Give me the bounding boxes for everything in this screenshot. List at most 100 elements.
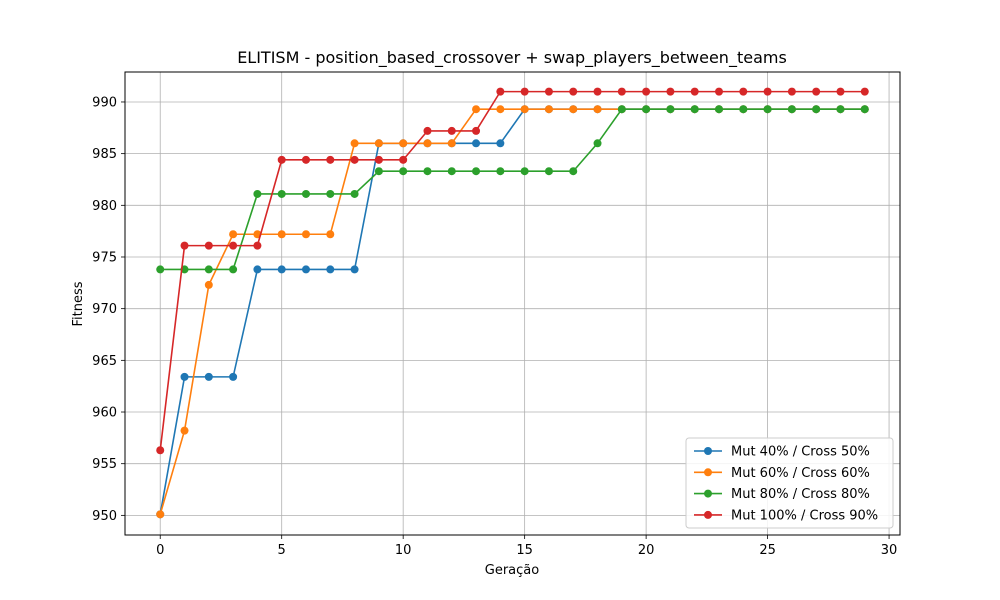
data-point [156,446,165,455]
series-3 [156,105,869,274]
data-point [836,105,845,114]
data-point [350,155,359,164]
data-point [180,241,189,250]
data-point [204,372,213,381]
data-point [836,87,845,96]
data-point [180,426,189,435]
data-point [812,87,821,96]
data-point [472,105,481,114]
data-point [447,139,456,148]
data-point [812,105,821,114]
legend-marker [704,510,712,519]
data-point [423,139,432,148]
legend-item: Mut 60% / Cross 60% [694,466,870,481]
data-point [569,167,578,176]
y-tick-label: 970 [92,302,117,317]
x-axis-label: Geração [485,563,539,578]
data-point [496,105,505,114]
data-point [253,265,262,274]
data-point [739,105,748,114]
legend-marker [704,489,712,498]
data-point [642,105,651,114]
x-tick-label: 15 [516,543,533,558]
data-point [277,189,286,198]
data-point [642,87,651,96]
data-point [690,105,699,114]
data-point [423,167,432,176]
x-tick-label: 10 [395,543,412,558]
series-layer [156,87,869,519]
data-point [277,230,286,239]
legend-item: Mut 80% / Cross 80% [694,487,870,502]
data-point [787,105,796,114]
data-point [204,265,213,274]
data-point [690,87,699,96]
data-point [229,241,238,250]
data-point [229,372,238,381]
data-point [472,167,481,176]
data-point [326,265,335,274]
y-tick-label: 960 [92,406,117,421]
legend-label: Mut 40% / Cross 50% [731,445,870,460]
plot-frame [124,71,901,536]
legend-label: Mut 80% / Cross 80% [731,487,870,502]
data-point [301,189,310,198]
data-point [326,230,335,239]
data-point [374,167,383,176]
data-point [204,280,213,289]
x-tick-label: 5 [278,543,286,558]
legend-label: Mut 60% / Cross 60% [731,466,870,481]
grid [125,72,900,535]
data-point [544,105,553,114]
x-tick-label: 20 [638,543,655,558]
data-point [156,265,165,274]
data-point [204,241,213,250]
x-tick-label: 30 [881,543,898,558]
data-point [423,126,432,135]
data-point [617,105,626,114]
y-tick-label: 975 [92,250,117,265]
data-point [593,87,602,96]
data-point [326,155,335,164]
data-point [301,265,310,274]
data-point [715,87,724,96]
data-point [520,167,529,176]
legend-item: Mut 40% / Cross 50% [694,445,870,460]
data-point [569,87,578,96]
data-point [180,372,189,381]
data-point [326,189,335,198]
legend-marker [704,447,712,455]
ticks: 0 5 10 15 20 25 30 950 955 960 965 970 975 980 985 990 [92,95,897,558]
data-point [593,139,602,148]
data-point [544,167,553,176]
data-point [350,189,359,198]
legend-label: Mut 100% / Cross 90% [731,508,878,523]
data-point [496,167,505,176]
data-point [569,105,578,114]
series-line [160,108,865,271]
data-point [301,155,310,164]
data-point [229,265,238,274]
x-tick-label: 25 [759,543,776,558]
data-point [253,241,262,250]
x-tick-label: 0 [156,543,164,558]
series-4 [156,87,869,455]
legend-item: Mut 100% / Cross 90% [694,508,878,523]
data-point [277,155,286,164]
data-point [763,87,772,96]
data-point [447,167,456,176]
data-point [156,510,165,519]
data-point [374,155,383,164]
data-point [739,87,748,96]
y-tick-label: 955 [92,457,117,472]
y-tick-label: 990 [92,95,117,110]
legend: Mut 40% / Cross 50% Mut 60% / Cross 60% Mu… [685,437,894,529]
y-tick-label: 965 [92,354,117,369]
data-point [350,265,359,274]
data-point [399,139,408,148]
y-tick-label: 950 [92,509,117,524]
data-point [399,155,408,164]
data-point [715,105,724,114]
data-point [399,167,408,176]
